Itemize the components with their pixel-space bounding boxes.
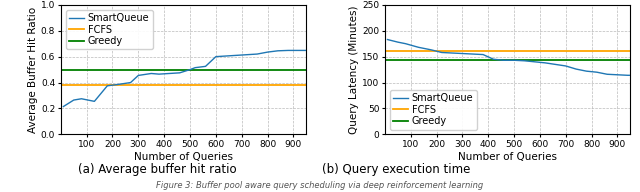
Legend: SmartQueue, FCFS, Greedy: SmartQueue, FCFS, Greedy xyxy=(390,90,477,130)
SmartQueue xyxy=(70,99,77,101)
SmartQueue xyxy=(572,68,580,70)
SmartQueue xyxy=(264,51,271,53)
Line: SmartQueue: SmartQueue xyxy=(387,40,630,75)
SmartQueue xyxy=(469,53,477,55)
Line: SmartQueue: SmartQueue xyxy=(63,50,307,107)
SmartQueue xyxy=(428,49,435,51)
SmartQueue xyxy=(624,74,632,76)
FCFS xyxy=(57,83,65,86)
FCFS xyxy=(381,50,389,53)
SmartQueue xyxy=(531,61,539,63)
SmartQueue xyxy=(438,51,445,54)
SmartQueue xyxy=(176,72,184,74)
FCFS xyxy=(57,83,65,86)
SmartQueue xyxy=(582,70,590,72)
Text: (a) Average buffer hit ratio: (a) Average buffer hit ratio xyxy=(78,163,236,176)
SmartQueue xyxy=(552,63,559,66)
SmartQueue xyxy=(459,52,467,55)
SmartQueue xyxy=(233,54,241,56)
SmartQueue xyxy=(479,53,487,56)
SmartQueue xyxy=(127,81,134,84)
SmartQueue xyxy=(402,43,410,45)
SmartQueue xyxy=(202,65,209,68)
SmartQueue xyxy=(303,49,310,52)
SmartQueue xyxy=(60,105,67,108)
SmartQueue xyxy=(155,73,163,75)
SmartQueue xyxy=(490,58,497,60)
SmartQueue xyxy=(448,52,456,54)
SmartQueue xyxy=(274,50,282,52)
SmartQueue xyxy=(212,55,220,58)
SmartQueue xyxy=(295,49,303,52)
SmartQueue xyxy=(77,98,85,100)
SmartQueue xyxy=(383,38,391,41)
SmartQueue xyxy=(243,54,251,56)
SmartQueue xyxy=(593,71,601,73)
X-axis label: Number of Queries: Number of Queries xyxy=(134,152,233,162)
SmartQueue xyxy=(114,83,122,86)
SmartQueue xyxy=(90,100,98,103)
SmartQueue xyxy=(520,60,528,62)
Legend: SmartQueue, FCFS, Greedy: SmartQueue, FCFS, Greedy xyxy=(66,10,152,49)
SmartQueue xyxy=(134,74,142,77)
SmartQueue xyxy=(562,65,570,67)
Y-axis label: Query Latency (Minutes): Query Latency (Minutes) xyxy=(349,5,359,134)
SmartQueue xyxy=(147,72,155,75)
X-axis label: Number of Queries: Number of Queries xyxy=(458,152,557,162)
SmartQueue xyxy=(191,66,199,69)
SmartQueue xyxy=(186,69,194,71)
Greedy xyxy=(57,69,65,71)
SmartQueue xyxy=(104,85,111,87)
Text: (b) Query execution time: (b) Query execution time xyxy=(322,163,470,176)
Greedy xyxy=(57,69,65,71)
SmartQueue xyxy=(627,74,634,76)
SmartQueue xyxy=(541,62,549,64)
SmartQueue xyxy=(166,72,173,75)
SmartQueue xyxy=(253,53,261,55)
Text: Figure 3: Buffer pool aware query scheduling via deep reinforcement learning: Figure 3: Buffer pool aware query schedu… xyxy=(156,181,484,190)
Y-axis label: Average Buffer Hit Ratio: Average Buffer Hit Ratio xyxy=(28,7,38,133)
FCFS xyxy=(381,50,388,53)
SmartQueue xyxy=(284,49,292,52)
SmartQueue xyxy=(614,74,621,76)
SmartQueue xyxy=(604,73,611,75)
SmartQueue xyxy=(415,46,422,48)
SmartQueue xyxy=(500,59,508,61)
Greedy xyxy=(381,59,388,61)
SmartQueue xyxy=(394,41,402,43)
SmartQueue xyxy=(222,55,230,57)
Greedy xyxy=(381,59,389,61)
SmartQueue xyxy=(510,59,518,61)
